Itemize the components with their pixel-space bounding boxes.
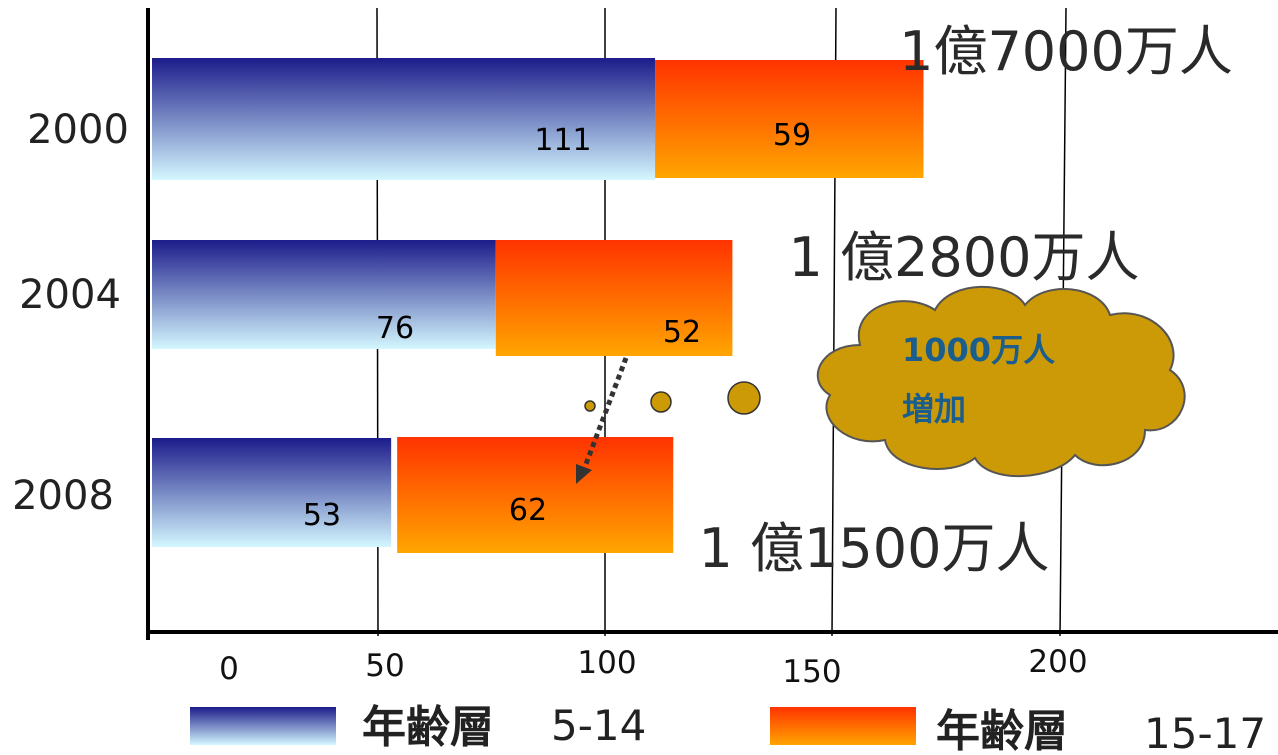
- x-tick-label: 200: [1028, 644, 1087, 680]
- thought-bubble-large: [727, 381, 761, 415]
- bar-value-label: 62: [509, 493, 547, 528]
- legend: 年齢層 5-14 年齢層 15-17: [190, 701, 1266, 755]
- legend-swatch-age-5-14: [190, 707, 336, 745]
- bar-value-label: 52: [663, 315, 701, 350]
- total-label: 1 億2800万人: [789, 226, 1140, 289]
- dotted-arrow: [576, 357, 629, 484]
- bars: [152, 58, 924, 553]
- bar-age-5-14-2004: [152, 240, 496, 349]
- bar-value-label: 76: [376, 311, 414, 346]
- bar-value-label: 111: [534, 123, 591, 158]
- bar-value-labels: 111 59 76 52 53 62: [303, 118, 811, 533]
- y-category-labels: 2000 2004 2008: [12, 107, 129, 519]
- total-labels: 1億7000万人 1 億2800万人 1 億1500万人: [699, 20, 1233, 580]
- y-category-label: 2004: [19, 272, 121, 318]
- x-tick-label: 100: [577, 645, 636, 681]
- y-category-label: 2000: [27, 107, 129, 153]
- x-tick-label: 0: [219, 651, 239, 687]
- bar-age-5-14-2008: [152, 438, 392, 547]
- y-category-label: 2008: [12, 473, 114, 519]
- legend-range-age-5-14: 5-14: [551, 701, 646, 750]
- thought-bubble-medium: [650, 391, 672, 413]
- total-label: 1億7000万人: [899, 20, 1233, 83]
- cloud-text-line-1: 1000万人: [902, 331, 1055, 369]
- x-tick-label: 150: [782, 654, 841, 690]
- legend-range-age-15-17: 15-17: [1144, 709, 1266, 755]
- cloud-callout: 1000万人 増加: [816, 285, 1186, 477]
- total-label: 1 億1500万人: [699, 517, 1050, 580]
- thought-bubble-small: [584, 400, 596, 412]
- cloud-text-line-2: 増加: [902, 390, 966, 428]
- legend-label-age-15-17: 年齢層: [936, 706, 1068, 755]
- x-tick-labels: 0 50 100 150 200: [219, 644, 1087, 690]
- bar-value-label: 53: [303, 498, 341, 533]
- bar-age-15-17-2008: [397, 437, 674, 553]
- legend-swatch-age-15-17: [770, 707, 916, 745]
- bar-age-5-14-2000: [152, 58, 656, 180]
- bar-value-label: 59: [773, 118, 811, 153]
- x-tick-label: 50: [365, 648, 404, 684]
- legend-label-age-5-14: 年齢層: [362, 702, 494, 753]
- bar-age-15-17-2004: [495, 240, 733, 356]
- bar-age-15-17-2000: [655, 60, 924, 178]
